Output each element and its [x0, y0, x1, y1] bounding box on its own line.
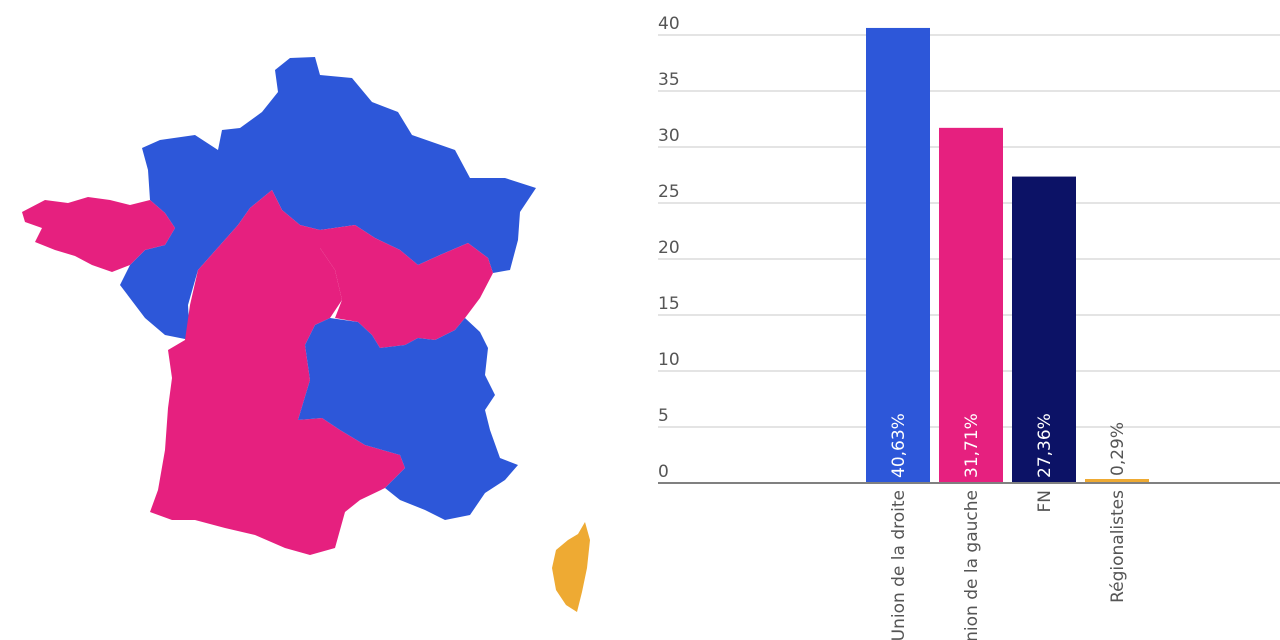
- category-label: Union de la gauche: [962, 490, 982, 640]
- region-bourgogne: [320, 225, 493, 348]
- region-north: [120, 57, 536, 340]
- category-label: FN: [1035, 490, 1055, 513]
- category-label: Régionalistes: [1108, 490, 1128, 603]
- bars: [866, 27, 1149, 484]
- value-label: 40,63%: [889, 413, 909, 478]
- bar: [866, 27, 930, 483]
- region-south-east: [298, 318, 518, 520]
- category-label: Union de la droite: [889, 490, 909, 640]
- region-bretagne: [22, 197, 175, 272]
- bar: [1012, 176, 1076, 483]
- y-tick-label: 5: [658, 406, 669, 426]
- value-label: 31,71%: [962, 413, 982, 478]
- bar-chart: 0 5 10 15 20 25 30 35 40 40,63% 31,71% 27,36% 0,29%…: [658, 14, 1280, 640]
- y-tick-labels: 0 5 10 15 20 25 30 35 40: [658, 14, 680, 482]
- y-tick-label: 0: [658, 462, 669, 482]
- y-tick-label: 35: [658, 70, 680, 90]
- category-labels: Union de la droite Union de la gauche FN Ré…: [889, 490, 1128, 640]
- y-tick-label: 10: [658, 350, 680, 370]
- value-label: 0,29%: [1108, 422, 1128, 476]
- region-centre-west: [150, 190, 405, 555]
- value-label: 27,36%: [1035, 413, 1055, 478]
- y-tick-label: 25: [658, 182, 680, 202]
- y-tick-label: 15: [658, 294, 680, 314]
- y-tick-label: 30: [658, 126, 680, 146]
- value-labels: 40,63% 31,71% 27,36% 0,29%: [889, 413, 1128, 478]
- bar: [939, 127, 1003, 484]
- bar: [1085, 479, 1149, 483]
- france-regions-map: [22, 57, 590, 612]
- region-corse: [552, 522, 590, 612]
- y-tick-label: 20: [658, 238, 680, 258]
- y-tick-label: 40: [658, 14, 680, 34]
